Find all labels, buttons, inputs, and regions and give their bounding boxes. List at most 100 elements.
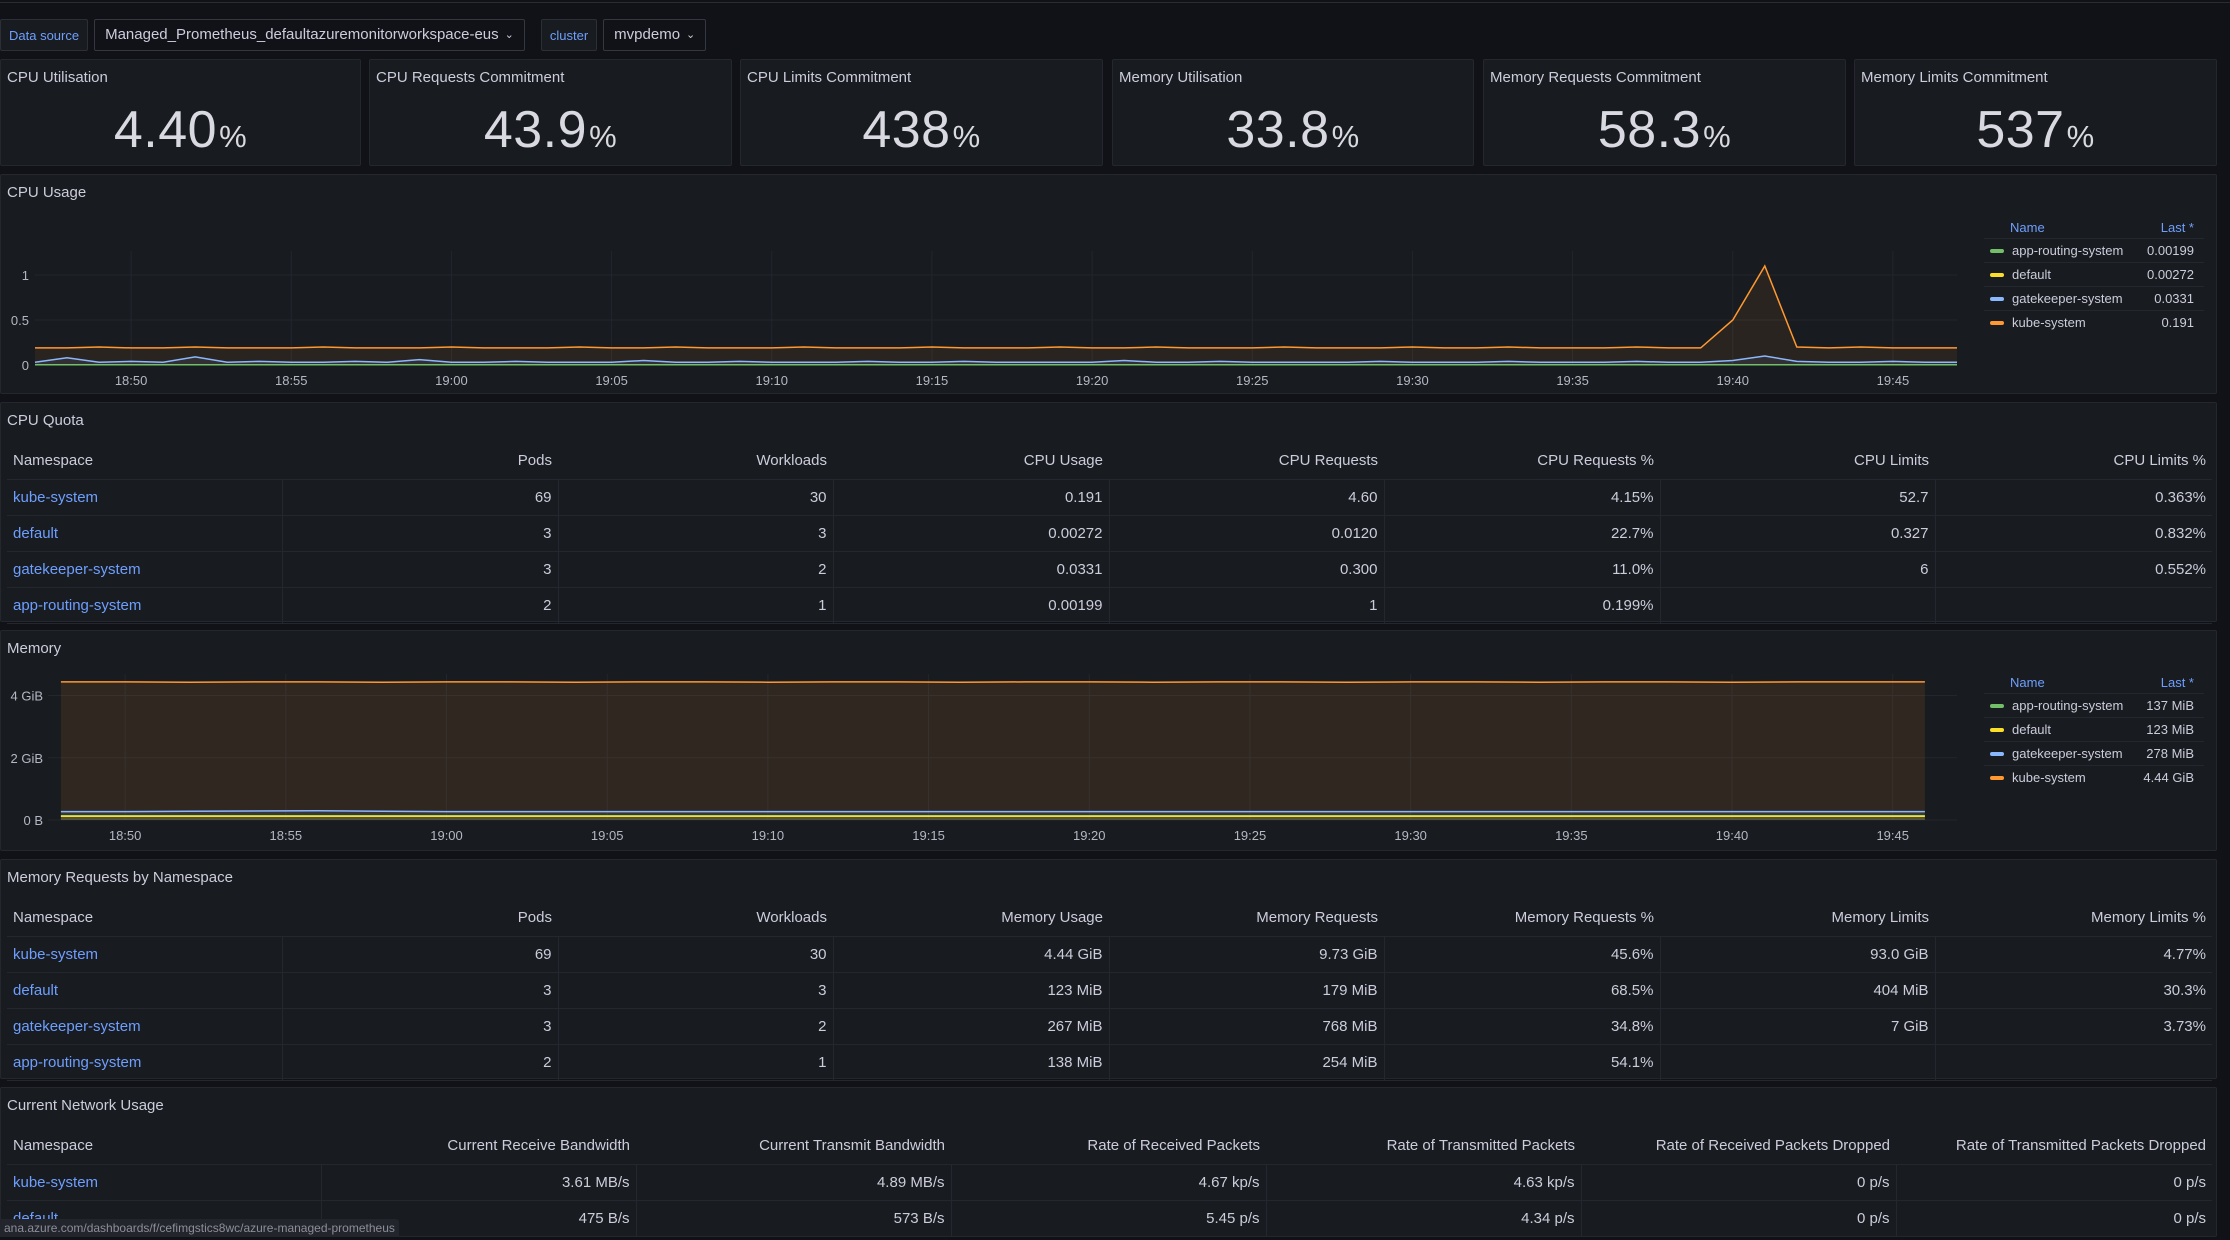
column-header[interactable]: Pods	[282, 900, 558, 937]
x-tick-label: 19:00	[430, 828, 463, 843]
namespace-link[interactable]: kube-system	[7, 479, 283, 516]
x-tick-label: 19:40	[1716, 828, 1749, 843]
series-line-gatekeeper-system[interactable]	[60, 809, 1925, 813]
table-row: kube-system 69 30 0.191 4.60 4.15% 52.7 0.363%	[7, 479, 2212, 516]
stat-panel-memory-limits-commitment[interactable]: Memory Limits Commitment 537%	[1854, 59, 2217, 166]
column-header[interactable]: CPU Usage	[833, 443, 1109, 480]
legend-item-kube-system[interactable]: kube-system 0.191	[1984, 310, 2204, 334]
column-header[interactable]: Rate of Transmitted Packets	[1266, 1128, 1581, 1165]
memory-requests-panel[interactable]: Memory Requests by Namespace Namespace Po…	[0, 859, 2217, 1081]
column-header[interactable]: Namespace	[7, 443, 282, 480]
column-header[interactable]: Memory Requests	[1109, 900, 1384, 937]
column-header[interactable]: Namespace	[7, 1128, 321, 1165]
legend-last-header[interactable]: Last *	[2160, 219, 2194, 235]
legend-item-app-routing-system[interactable]: app-routing-system 0.00199	[1984, 238, 2204, 262]
table-row: gatekeeper-system 3 2 267 MiB 768 MiB 34.8% 7 …	[7, 1008, 2212, 1045]
legend-item-default[interactable]: default 123 MiB	[1984, 717, 2204, 741]
namespace-link[interactable]: gatekeeper-system	[7, 1008, 283, 1045]
legend-last-value: 0.00199	[2147, 243, 2194, 258]
legend-last-header[interactable]: Last *	[2160, 674, 2194, 690]
table-cell: 0.832%	[1935, 515, 2212, 552]
cpu-quota-table: Namespace Pods Workloads CPU Usage CPU Reque…	[7, 443, 2212, 624]
column-header[interactable]: Rate of Received Packets	[951, 1128, 1266, 1165]
series-area-kube-system	[35, 266, 1957, 365]
column-header[interactable]: Workloads	[558, 443, 833, 480]
stat-panel-memory-requests-commitment[interactable]: Memory Requests Commitment 58.3%	[1483, 59, 1846, 166]
legend-last-value: 0.00272	[2147, 267, 2194, 282]
legend-item-gatekeeper-system[interactable]: gatekeeper-system 0.0331	[1984, 286, 2204, 310]
table-cell: 3	[282, 551, 559, 588]
datasource-select[interactable]: Managed_Prometheus_defaultazuremonitorwo…	[94, 19, 525, 51]
table-cell: 0.00272	[833, 515, 1110, 552]
column-header[interactable]: Current Transmit Bandwidth	[636, 1128, 951, 1165]
namespace-link[interactable]: app-routing-system	[7, 1044, 283, 1081]
table-cell: 3	[558, 515, 834, 552]
memory-legend: Name Last * app-routing-system 137 MiB def…	[1984, 671, 2204, 789]
cpu-quota-panel[interactable]: CPU Quota Namespace Pods Workloads CPU Usag…	[0, 402, 2217, 624]
table-cell: 68.5%	[1384, 972, 1661, 1009]
column-header[interactable]: Namespace	[7, 900, 282, 937]
namespace-link[interactable]: gatekeeper-system	[7, 551, 283, 588]
column-header[interactable]: CPU Limits %	[1935, 443, 2212, 480]
table-cell: 4.44 GiB	[833, 936, 1110, 973]
namespace-link[interactable]: app-routing-system	[7, 587, 283, 624]
variable-bar: Data source Managed_Prometheus_defaultaz…	[0, 18, 707, 52]
table-cell: 5.45 p/s	[951, 1200, 1267, 1237]
table-cell: 768 MiB	[1109, 1008, 1385, 1045]
legend-name-header[interactable]: Name	[2010, 219, 2045, 235]
column-header[interactable]: CPU Requests	[1109, 443, 1384, 480]
column-header[interactable]: Workloads	[558, 900, 833, 937]
memory-requests-table: Namespace Pods Workloads Memory Usage Memory…	[7, 900, 2212, 1081]
legend-name-header[interactable]: Name	[2010, 674, 2045, 690]
table-cell: 22.7%	[1384, 515, 1661, 552]
column-header[interactable]: Current Receive Bandwidth	[321, 1128, 636, 1165]
network-usage-panel[interactable]: Current Network Usage Namespace Current R…	[0, 1087, 2217, 1237]
y-tick-label: 0 B	[23, 813, 43, 828]
table-cell	[1935, 1044, 2212, 1081]
series-line-kube-system[interactable]	[35, 264, 1957, 349]
table-cell: 0 p/s	[1581, 1200, 1897, 1237]
table-cell: 0 p/s	[1581, 1164, 1897, 1201]
stat-panel-cpu-limits-commitment[interactable]: CPU Limits Commitment 438%	[740, 59, 1103, 166]
legend-item-gatekeeper-system[interactable]: gatekeeper-system 278 MiB	[1984, 741, 2204, 765]
column-header[interactable]: CPU Requests %	[1384, 443, 1660, 480]
stat-value: 43.9%	[483, 101, 618, 159]
column-header[interactable]: CPU Limits	[1660, 443, 1935, 480]
column-header[interactable]: Memory Limits %	[1935, 900, 2212, 937]
cpu-usage-panel[interactable]: CPU Usage 18:50 18:55 19:00 19:05 19:10 19:15…	[0, 174, 2217, 394]
table-cell: 2	[282, 1044, 559, 1081]
cluster-select[interactable]: mvpdemo ⌄	[603, 19, 707, 51]
stat-panel-memory-utilisation[interactable]: Memory Utilisation 33.8%	[1112, 59, 1474, 166]
x-tick-label: 18:55	[270, 828, 303, 843]
table-cell: 4.77%	[1935, 936, 2212, 973]
column-header[interactable]: Memory Usage	[833, 900, 1109, 937]
table-cell: 30.3%	[1935, 972, 2212, 1009]
series-line-gatekeeper-system[interactable]	[34, 355, 1957, 364]
table-cell: 4.67 kp/s	[951, 1164, 1267, 1201]
legend-label: gatekeeper-system	[2012, 746, 2123, 761]
cpu-usage-chart[interactable]: 18:50 18:55 19:00 19:05 19:10 19:15 19:20 19:25…	[1, 175, 1971, 395]
datasource-value: Managed_Prometheus_defaultazuremonitorwo…	[105, 26, 499, 43]
namespace-link[interactable]: default	[7, 972, 283, 1009]
x-tick-label: 18:55	[275, 373, 308, 388]
legend-item-app-routing-system[interactable]: app-routing-system 137 MiB	[1984, 693, 2204, 717]
column-header[interactable]: Memory Requests %	[1384, 900, 1660, 937]
stat-panel-cpu-utilisation[interactable]: CPU Utilisation 4.40%	[0, 59, 361, 166]
memory-chart[interactable]: 18:50 18:55 19:00 19:05 19:10 19:15 19:20 19:25…	[1, 631, 1971, 852]
y-tick-label: 0	[22, 358, 29, 373]
panel-title: Memory Utilisation	[1119, 69, 1243, 86]
legend-item-default[interactable]: default 0.00272	[1984, 262, 2204, 286]
memory-panel[interactable]: Memory 18:50 18:55 19:00 19:05 19:10 19:15 19:…	[0, 630, 2217, 851]
stat-value: 438%	[862, 101, 981, 159]
table-cell: 138 MiB	[833, 1044, 1110, 1081]
column-header[interactable]: Pods	[282, 443, 558, 480]
column-header[interactable]: Rate of Transmitted Packets Dropped	[1896, 1128, 2212, 1165]
namespace-link[interactable]: default	[7, 515, 283, 552]
column-header[interactable]: Rate of Received Packets Dropped	[1581, 1128, 1896, 1165]
stat-panel-cpu-requests-commitment[interactable]: CPU Requests Commitment 43.9%	[369, 59, 732, 166]
namespace-link[interactable]: kube-system	[7, 1164, 322, 1201]
table-cell: 0.363%	[1935, 479, 2212, 516]
namespace-link[interactable]: kube-system	[7, 936, 283, 973]
column-header[interactable]: Memory Limits	[1660, 900, 1935, 937]
legend-item-kube-system[interactable]: kube-system 4.44 GiB	[1984, 765, 2204, 789]
